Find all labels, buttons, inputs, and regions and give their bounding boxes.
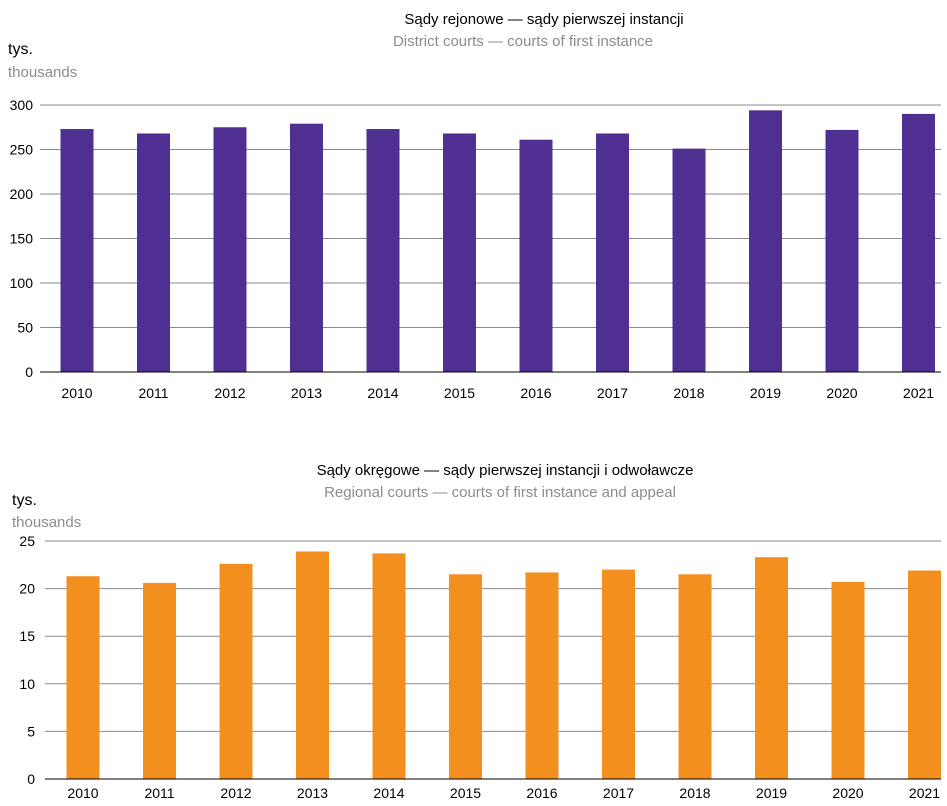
y-tick-label: 10 — [19, 676, 35, 692]
bar-2018 — [672, 148, 706, 372]
y-tick-label: 25 — [19, 533, 35, 549]
bar-2013 — [296, 551, 329, 779]
bar-2014 — [372, 553, 406, 779]
x-tick-label: 2020 — [826, 385, 857, 401]
bar-2012 — [219, 563, 253, 779]
y-axis-unit: tys. — [12, 492, 37, 509]
bar-2016 — [525, 572, 559, 779]
x-tick-label: 2017 — [603, 785, 634, 801]
x-tick-label: 2017 — [597, 385, 628, 401]
y-tick-label: 200 — [10, 186, 34, 202]
x-tick-label: 2014 — [373, 785, 404, 801]
bar-2010 — [66, 576, 100, 779]
y-tick-label: 250 — [10, 142, 34, 158]
chart-title: Sądy okręgowe — sądy pierwszej instancji… — [317, 462, 694, 479]
chart-svg: Sądy rejonowe — sądy pierwszej instancji… — [8, 11, 941, 401]
x-tick-label: 2019 — [756, 785, 787, 801]
bar-2019 — [749, 110, 782, 372]
chart-regional-courts: Sądy okręgowe — sądy pierwszej instancji… — [0, 455, 947, 806]
x-tick-label: 2019 — [750, 385, 781, 401]
y-tick-label: 20 — [19, 581, 35, 597]
bar-2014 — [366, 129, 400, 372]
x-tick-label: 2010 — [67, 785, 98, 801]
y-tick-label: 50 — [17, 320, 33, 336]
y-tick-label: 0 — [27, 771, 35, 787]
plot-area: 0 50 100 150 200 250 300 2010 2011 2012 2013 2014 20… — [10, 97, 941, 401]
x-tick-label: 2016 — [526, 785, 557, 801]
x-tick-label: 2014 — [367, 385, 398, 401]
y-tick-label: 0 — [25, 364, 33, 380]
chart-subtitle: Regional courts — courts of first instan… — [324, 484, 676, 501]
bar-2015 — [443, 133, 476, 372]
x-tick-label: 2016 — [520, 385, 551, 401]
plot-area: 0 5 10 15 20 25 2010 2011 2012 2013 2014 2015 2016 20… — [19, 533, 941, 801]
x-tick-label: 2010 — [61, 385, 92, 401]
x-tick-label: 2013 — [297, 785, 328, 801]
bar-2021 — [902, 113, 935, 373]
bar-2011 — [137, 133, 170, 372]
x-tick-label: 2020 — [832, 785, 863, 801]
x-tick-label: 2012 — [220, 785, 251, 801]
chart-title: Sądy rejonowe — sądy pierwszej instancji — [404, 11, 683, 28]
x-tick-label: 2013 — [291, 385, 322, 401]
bar-2017 — [596, 133, 629, 372]
bar-2015 — [449, 574, 482, 779]
chart-subtitle: District courts — courts of first instan… — [393, 33, 653, 50]
bar-2010 — [60, 129, 94, 372]
y-axis-unit-en: thousands — [8, 64, 77, 81]
y-tick-label: 100 — [10, 275, 34, 291]
x-tick-label: 2015 — [450, 785, 481, 801]
x-tick-label: 2011 — [144, 785, 174, 801]
bar-2021 — [908, 570, 941, 779]
x-tick-label: 2011 — [138, 385, 168, 401]
y-tick-label: 300 — [10, 97, 34, 113]
bar-2013 — [290, 123, 323, 372]
chart-district-courts: Sądy rejonowe — sądy pierwszej instancji… — [8, 11, 941, 401]
bar-2018 — [678, 574, 712, 779]
bar-2017 — [602, 569, 635, 779]
chart-svg: Sądy okręgowe — sądy pierwszej instancji… — [12, 462, 941, 801]
x-tick-label: 2018 — [679, 785, 710, 801]
x-tick-label: 2012 — [214, 385, 245, 401]
x-tick-label: 2015 — [444, 385, 475, 401]
y-tick-label: 15 — [19, 628, 35, 644]
x-tick-label: 2021 — [903, 385, 934, 401]
y-axis-unit-en: thousands — [12, 514, 81, 531]
bar-2016 — [519, 139, 553, 372]
bar-2020 — [825, 129, 859, 372]
y-axis-unit: tys. — [8, 41, 33, 58]
y-tick-label: 5 — [27, 723, 35, 739]
x-tick-label: 2021 — [909, 785, 940, 801]
y-tick-label: 150 — [10, 231, 34, 247]
bar-2011 — [143, 582, 176, 779]
bar-2012 — [213, 127, 247, 372]
bar-2020 — [831, 581, 865, 779]
bar-2019 — [755, 557, 788, 779]
x-tick-label: 2018 — [673, 385, 704, 401]
